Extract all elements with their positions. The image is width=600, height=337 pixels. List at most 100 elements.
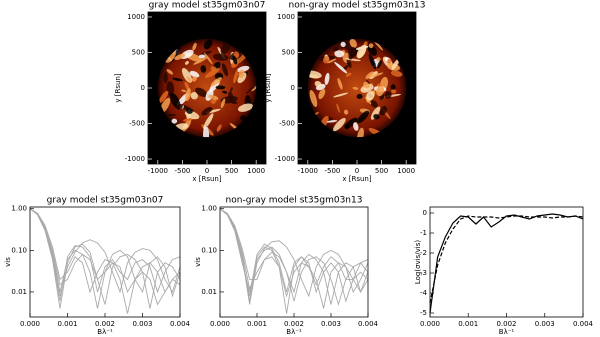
granule (357, 110, 370, 124)
granule (343, 109, 349, 115)
granulation (307, 38, 403, 138)
x-tick-label: 500 (375, 167, 388, 175)
x-tick-label: 0 (355, 167, 359, 175)
granule (391, 58, 400, 71)
granule (379, 105, 388, 116)
granule (365, 71, 374, 79)
granule (203, 113, 214, 129)
granule (344, 58, 361, 62)
y-axis-label: vis (194, 257, 202, 267)
granule (371, 72, 384, 78)
x-tick-label: -1000 (148, 167, 168, 175)
y-axis-label: y [Rsun] (264, 73, 272, 102)
granule (215, 85, 226, 90)
y-tick-label: -5 (420, 309, 427, 317)
y-tick-label: 0.10 (11, 246, 27, 254)
granule (213, 53, 229, 61)
granule (233, 69, 239, 84)
data-line (29, 208, 181, 297)
granule (352, 86, 359, 90)
chart-title: gray model st35gm03n07 (47, 196, 164, 206)
granule (322, 56, 330, 64)
granule (192, 42, 197, 51)
y-tick-label: -1000 (125, 155, 145, 163)
granule (344, 123, 350, 130)
chart-title: non-gray model st35gm03n13 (226, 196, 363, 206)
granule (174, 53, 185, 60)
granule (348, 47, 356, 60)
granule (376, 85, 385, 97)
granule (340, 41, 346, 48)
granule (237, 72, 247, 84)
granule (190, 91, 198, 100)
x-tick-label: 0.003 (535, 320, 555, 328)
granule (198, 54, 206, 59)
granule (185, 88, 191, 102)
data-line (429, 213, 584, 314)
y-tick-label: 0 (423, 209, 427, 217)
granule (176, 103, 183, 111)
x-tick-label: 0.003 (321, 320, 341, 328)
granule (373, 114, 380, 120)
granulation (159, 39, 257, 138)
granule (203, 39, 213, 50)
granule (210, 77, 222, 87)
granule (327, 116, 333, 122)
granule (377, 60, 382, 69)
x-axis-label: Bλ⁻¹ (499, 328, 515, 336)
y-axis-label: Log(σvis/vis) (414, 240, 422, 284)
data-line (29, 208, 181, 314)
granule (318, 88, 326, 100)
granule (201, 106, 213, 116)
data-line (29, 208, 181, 302)
granule (337, 78, 343, 90)
x-tick-label: 0.002 (496, 320, 516, 328)
granule (390, 70, 403, 77)
chart-title: non-gray model st35gm03n13 (289, 1, 426, 11)
x-tick-label: 0.000 (210, 320, 230, 328)
granule (384, 91, 392, 99)
x-tick-label: 0.000 (20, 320, 40, 328)
granule (230, 87, 233, 93)
y-tick-label: 0.01 (201, 288, 217, 296)
granule (353, 122, 359, 131)
chart-title: gray model st35gm03n07 (149, 1, 266, 11)
y-tick-label: -1 (420, 229, 427, 237)
data-line (219, 208, 369, 305)
y-tick-label: -500 (279, 120, 295, 128)
x-tick-label: 500 (225, 167, 238, 175)
x-tick-label: 0.004 (170, 320, 191, 328)
data-line (219, 208, 369, 297)
granule (356, 93, 363, 99)
granule (245, 83, 257, 94)
data-line (219, 208, 369, 307)
granule (236, 65, 250, 73)
granule (200, 65, 207, 73)
y-tick-label: 500 (282, 48, 295, 56)
granule (238, 69, 245, 79)
granule (356, 127, 364, 138)
granule (187, 76, 192, 83)
x-tick-label: 0.004 (573, 320, 594, 328)
x-tick-label: 0.002 (95, 320, 115, 328)
y-tick-label: 0 (291, 84, 295, 92)
data-line (429, 215, 584, 304)
granule (195, 87, 208, 98)
y-tick-label: 1.00 (201, 205, 217, 213)
granule (166, 69, 174, 75)
granule (346, 58, 352, 68)
granule (334, 61, 348, 74)
granule (376, 57, 381, 62)
x-axis-label: x [Rsun] (342, 175, 371, 183)
granule (166, 81, 175, 96)
granule (193, 56, 208, 65)
y-tick-label: 500 (132, 48, 145, 56)
granule (208, 94, 219, 100)
granule (363, 81, 370, 89)
x-tick-label: 1000 (247, 167, 265, 175)
granule (189, 70, 200, 78)
granule (370, 99, 378, 108)
y-axis-label: vis (4, 257, 12, 267)
granule (314, 81, 322, 88)
y-tick-label: 1.00 (11, 205, 27, 213)
